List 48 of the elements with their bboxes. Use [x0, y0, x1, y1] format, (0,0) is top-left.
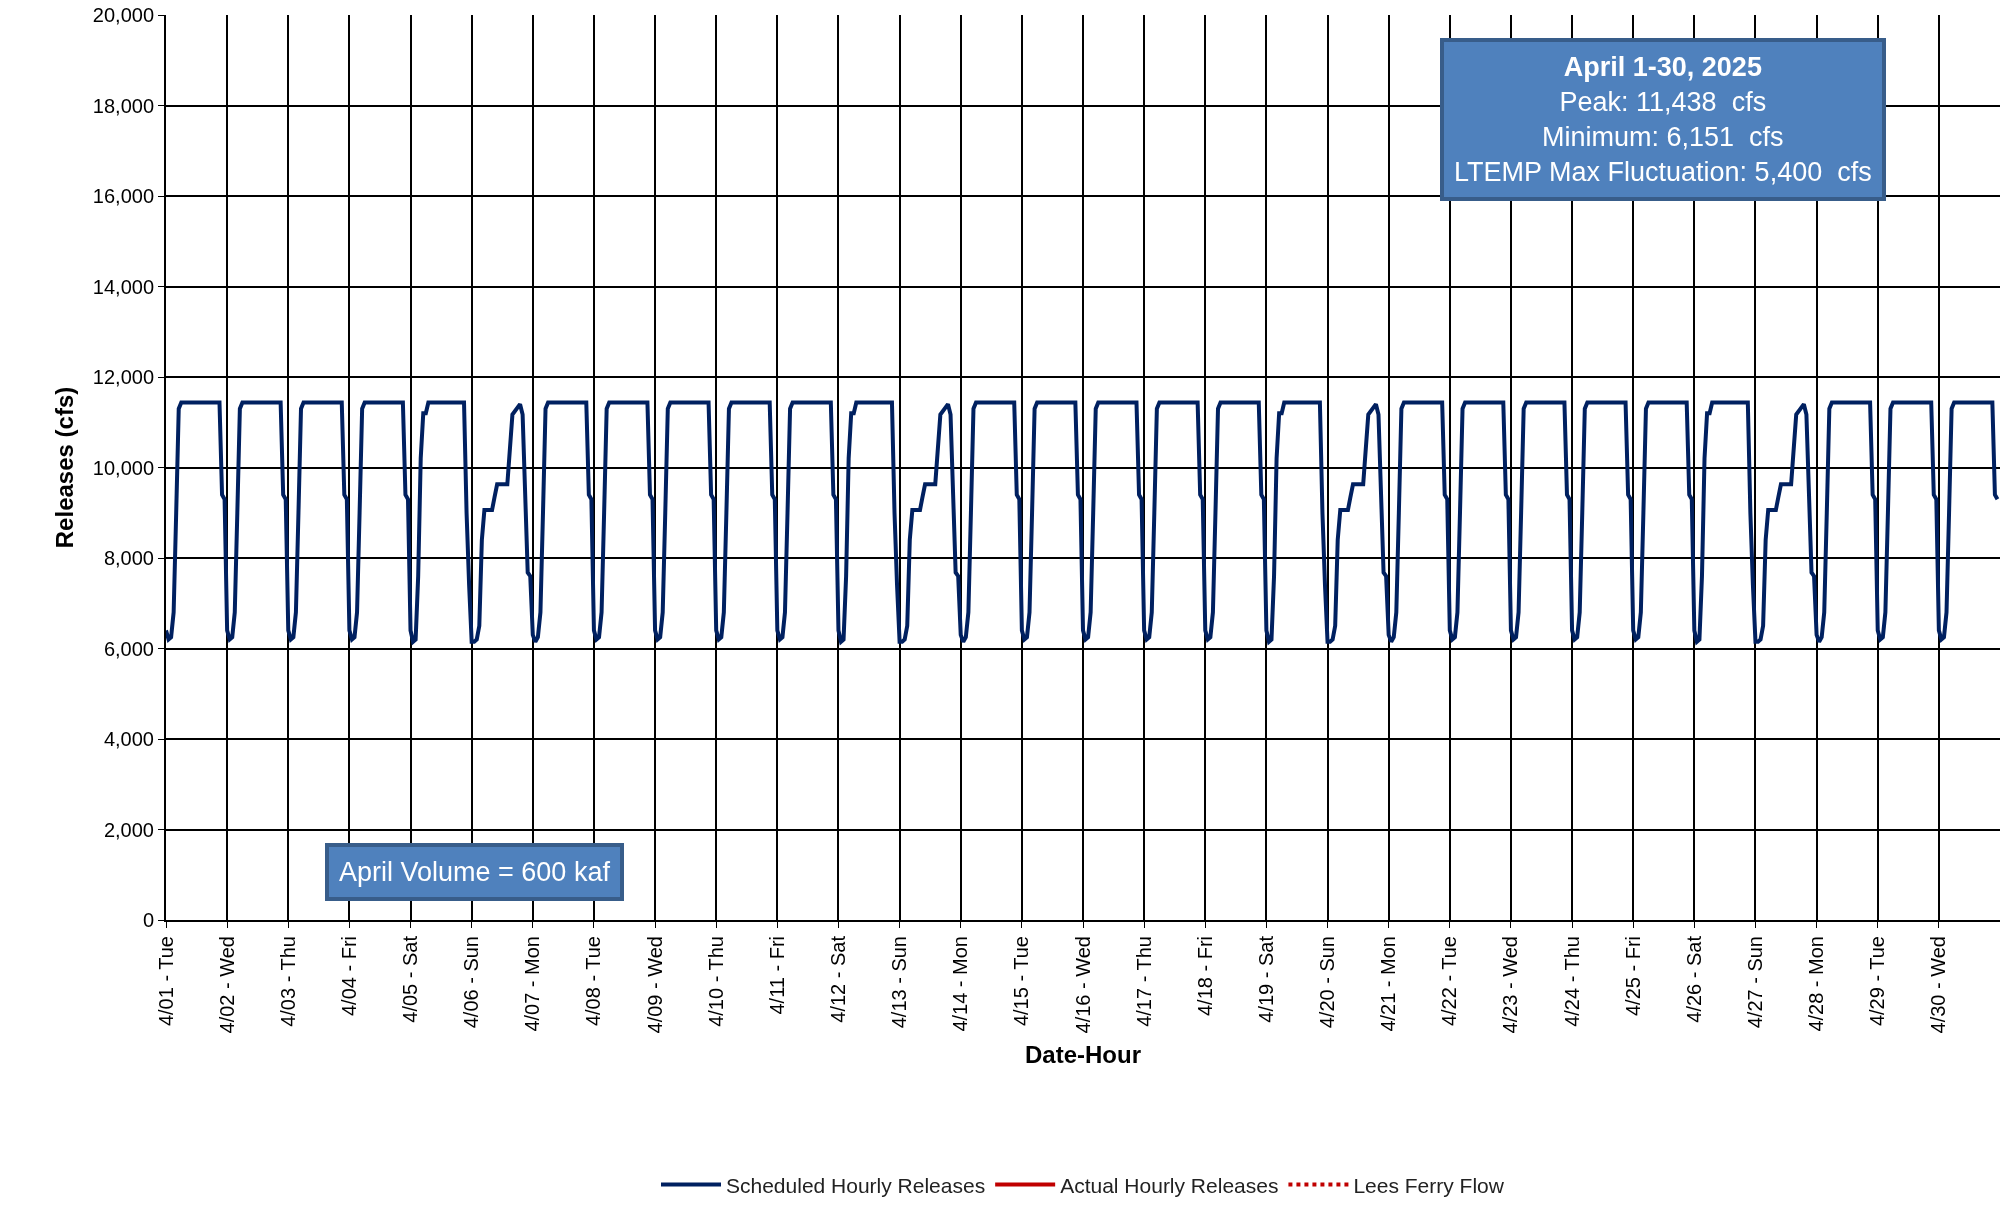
x-tick-label: 4/08 - Tue — [582, 936, 605, 1027]
y-tick-label: 12,000 — [92, 366, 154, 388]
legend-label: Scheduled Hourly Releases — [726, 1173, 986, 1197]
y-tick-label: 4,000 — [103, 728, 154, 750]
x-tick-label: 4/15 - Tue — [1010, 936, 1033, 1027]
x-tick-label: 4/10 - Thu — [704, 936, 727, 1027]
x-tick-label: 4/05 - Sat — [399, 935, 422, 1023]
y-tick-label: 10,000 — [92, 456, 154, 479]
x-tick-label: 4/28 - Mon — [1805, 936, 1828, 1032]
y-tick-label: 0 — [142, 909, 154, 931]
x-tick-label: 4/29 - Tue — [1866, 936, 1889, 1027]
x-tick-label: 4/23 - Wed — [1499, 936, 1522, 1034]
legend-label: Lees Ferry Flow — [1353, 1173, 1505, 1197]
x-tick-label: 4/25 - Fri — [1621, 936, 1644, 1017]
x-tick-label: 4/02 - Wed — [215, 936, 238, 1034]
x-tick-label: 4/01 - Tue — [154, 936, 177, 1027]
x-tick-label: 4/27 - Sun — [1743, 936, 1766, 1029]
y-axis-title: Releases (cfs) — [51, 386, 79, 549]
x-tick-label: 4/16 - Wed — [1071, 936, 1094, 1034]
x-tick-label: 4/21 - Mon — [1377, 936, 1400, 1032]
x-tick-label: 4/03 - Thu — [276, 936, 299, 1027]
legend-label: Actual Hourly Releases — [1060, 1173, 1279, 1197]
x-tick-label: 4/19 - Sat — [1254, 935, 1277, 1023]
x-tick-label: 4/22 - Tue — [1438, 936, 1461, 1027]
y-tick-label: 8,000 — [103, 547, 154, 569]
y-tick-label: 6,000 — [103, 637, 154, 660]
x-tick-label: 4/09 - Wed — [643, 936, 666, 1034]
x-tick-label: 4/26 - Sat — [1682, 935, 1705, 1023]
x-axis-title: Date-Hour — [1024, 1041, 1142, 1069]
annotation: April 1-30, 2025 Peak: 11,438 cfs Minimum: 6,151 cfs LTEMP Max Fluctuation: 5,400 cfs — [1454, 52, 1872, 188]
x-tick-label: 4/11 - Fri — [765, 936, 788, 1015]
x-tick-label: 4/17 - Thu — [1132, 936, 1155, 1027]
x-tick-label: 4/18 - Fri — [1193, 936, 1216, 1017]
x-tick-label: 4/07 - Mon — [521, 936, 544, 1032]
y-tick-label: 18,000 — [92, 94, 154, 117]
y-tick-label: 20,000 — [92, 4, 154, 26]
x-tick-label: 4/30 - Wed — [1927, 936, 1950, 1034]
y-tick-label: 2,000 — [103, 818, 154, 841]
x-tick-label: 4/04 - Fri — [337, 936, 360, 1017]
y-tick-label: 16,000 — [92, 185, 154, 207]
x-tick-label: 4/12 - Sat — [826, 935, 849, 1023]
y-tick-label: 14,000 — [92, 275, 154, 298]
x-tick-label: 4/14 - Mon — [949, 936, 972, 1032]
x-tick-label: 4/20 - Sun — [1316, 936, 1339, 1029]
annotation: April Volume = 600 kaf — [339, 857, 611, 887]
x-tick-label: 4/13 - Sun — [888, 936, 911, 1029]
x-tick-label: 4/06 - Sun — [460, 936, 483, 1029]
x-tick-label: 4/24 - Thu — [1560, 936, 1583, 1027]
